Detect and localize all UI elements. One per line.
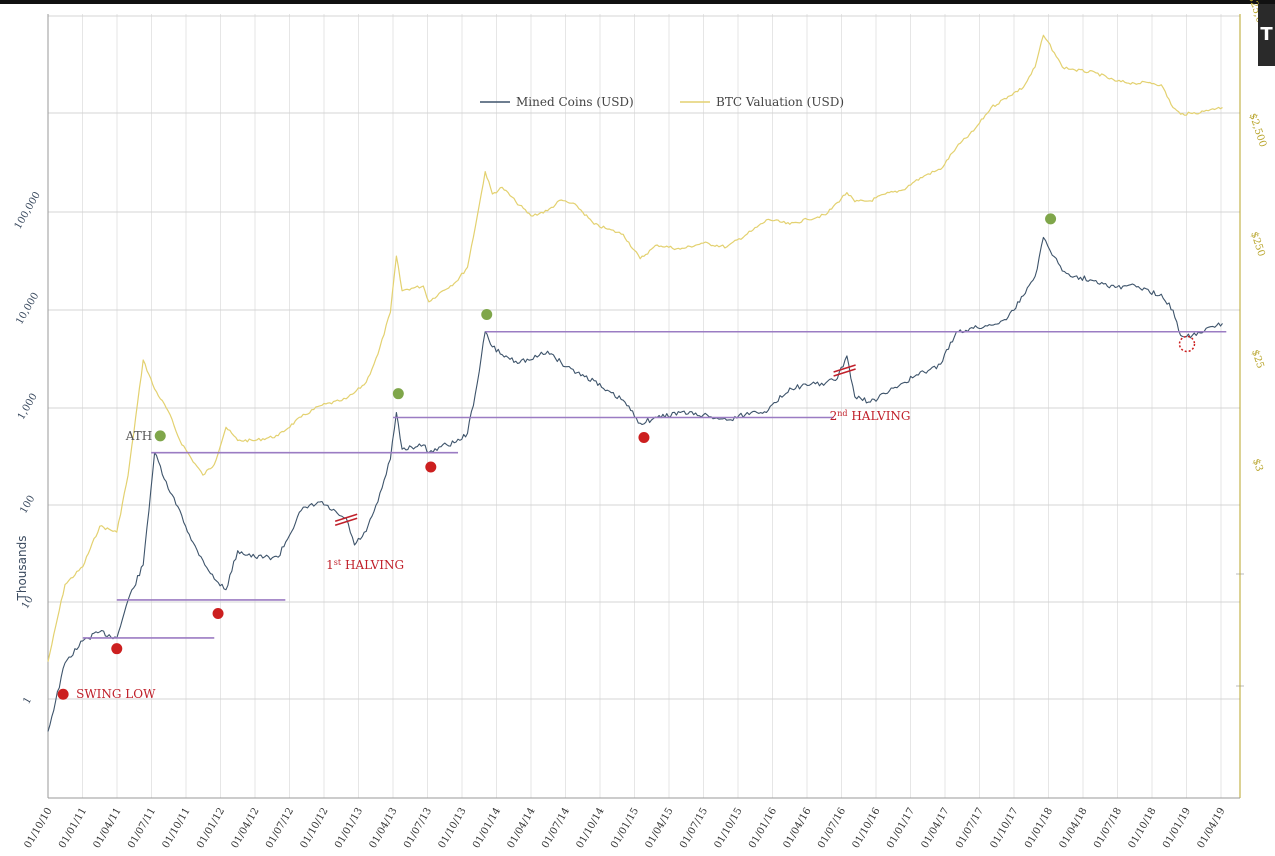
peak-dot (1045, 213, 1057, 225)
left-tick-label: 100,000 (13, 190, 43, 231)
swing-low-dot (111, 643, 123, 655)
swing-low-dot (212, 607, 224, 619)
window-top-bar (0, 0, 1275, 4)
x-tick-label: 01/04/11 (92, 806, 124, 850)
swing-low-dot (57, 688, 69, 700)
x-tick-label: 01/01/13 (333, 806, 365, 850)
x-tick-label: 01/04/12 (230, 806, 262, 850)
legend-label-valuation: BTC Valuation (USD) (716, 95, 844, 109)
x-tick-label: 01/10/11 (161, 806, 193, 850)
halving-tick (833, 368, 856, 377)
x-tick-label: 01/07/13 (402, 806, 434, 850)
x-tick-label: 01/10/15 (713, 806, 745, 850)
x-tick-label: 01/01/12 (195, 806, 227, 850)
x-tick-label: 01/01/18 (1023, 806, 1055, 850)
right-tick-label: $3 (1250, 457, 1264, 473)
mined-coins-line (47, 236, 1223, 732)
peak-dot (481, 308, 493, 320)
swing-low-dot (638, 432, 650, 444)
x-tick-label: 01/07/14 (540, 806, 572, 850)
support-levels (82, 330, 1227, 639)
halving-markers: 1st HALVING 2nd HALVING (326, 364, 911, 572)
x-tick-label: 01/10/16 (851, 806, 883, 850)
left-tick-label: 1 (21, 695, 34, 706)
swing-low-open-circle (1178, 335, 1196, 353)
x-tick-label: 01/07/15 (678, 806, 710, 850)
x-tick-label: 01/01/16 (747, 806, 779, 850)
x-tick-label: 01/04/17 (920, 806, 952, 850)
halving-label: 1st HALVING (326, 558, 404, 572)
peak-dot (392, 388, 404, 400)
right-tick-label: $2,500 (1247, 112, 1268, 149)
legend: Mined Coins (USD) BTC Valuation (USD) (480, 95, 844, 109)
x-tick-label: 01/10/17 (989, 806, 1021, 850)
left-tick-label: 100 (18, 494, 37, 516)
x-tick-label: 01/04/13 (368, 806, 400, 850)
x-tick-label: 01/07/16 (816, 806, 848, 850)
x-axis-ticks: 01/10/10 01/01/11 01/04/11 01/07/11 01/10/11… (23, 806, 1228, 850)
x-tick-label: 01/01/14 (471, 806, 503, 850)
x-tick-label: 01/01/19 (1161, 806, 1193, 850)
swing-low-label: SWING LOW (76, 687, 156, 701)
x-tick-label: 01/04/18 (1058, 806, 1090, 850)
y-axis-title: Thousands (15, 536, 29, 602)
halving-tick (334, 513, 358, 522)
right-axis-ticks: $3$25$250$2,500$25,000 (1246, 0, 1269, 473)
halving-label: 2nd HALVING (830, 409, 911, 423)
x-tick-label: 01/04/14 (506, 806, 538, 850)
right-tick-label: $25 (1249, 348, 1265, 370)
x-tick-label: 01/01/15 (609, 806, 641, 850)
x-tick-label: 01/04/16 (782, 806, 814, 850)
ath-label: ATH (125, 429, 152, 443)
left-tick-label: 1,000 (16, 392, 40, 422)
horizontal-gridlines (48, 15, 1244, 799)
x-tick-label: 01/04/15 (644, 806, 676, 850)
x-tick-label: 01/01/11 (57, 806, 89, 850)
left-tick-label: 10,000 (14, 291, 41, 327)
halving-tick (334, 517, 358, 526)
x-tick-label: 01/07/12 (264, 806, 296, 850)
x-tick-label: 01/10/18 (1127, 806, 1159, 850)
vertical-gridlines (47, 14, 1222, 798)
corner-overlay: T (1258, 4, 1275, 66)
legend-label-mined: Mined Coins (USD) (516, 95, 634, 109)
peak-dot (154, 430, 166, 442)
halving-tick (833, 364, 856, 373)
swing-low-dot (425, 461, 437, 473)
x-tick-label: 01/10/13 (437, 806, 469, 850)
x-tick-label: 01/01/17 (885, 806, 917, 850)
x-tick-label: 01/07/11 (126, 806, 158, 850)
right-tick-label: $250 (1248, 230, 1266, 258)
x-tick-label: 01/07/18 (1092, 806, 1124, 850)
x-tick-label: 01/07/17 (954, 806, 986, 850)
x-tick-label: 01/10/12 (299, 806, 331, 850)
x-tick-label: 01/10/10 (23, 806, 55, 850)
markers: SWING LOW ATH (57, 213, 1196, 701)
x-tick-label: 01/04/19 (1196, 806, 1228, 850)
x-tick-label: 01/10/14 (575, 806, 607, 850)
btc-valuation-line (47, 34, 1223, 662)
